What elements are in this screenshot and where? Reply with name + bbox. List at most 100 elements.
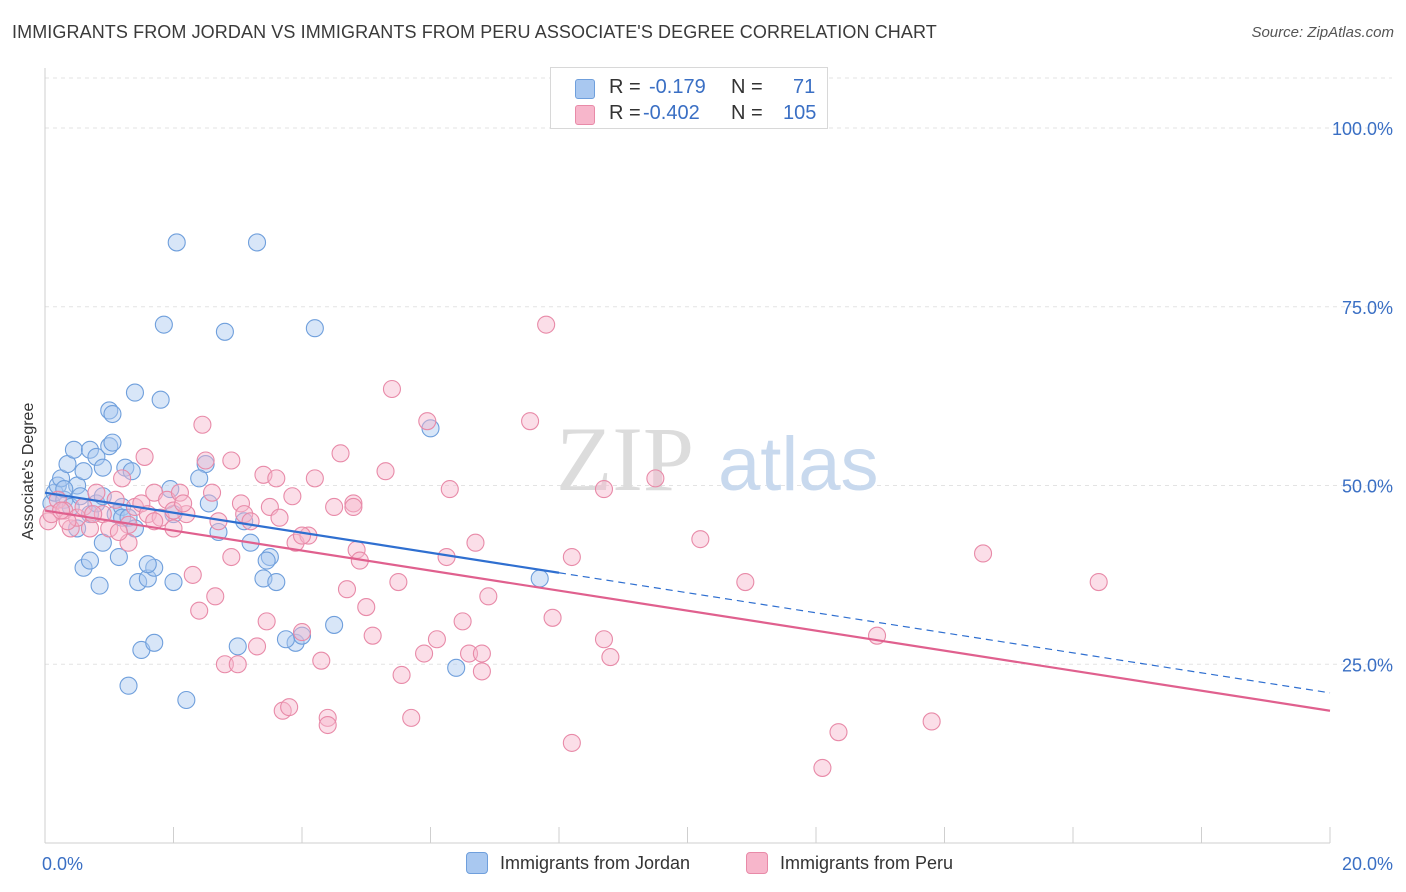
point-jordan: [138, 555, 157, 574]
point-peru: [312, 651, 331, 670]
point-peru: [292, 623, 312, 642]
point-peru: [415, 644, 434, 663]
point-peru: [543, 608, 562, 627]
point-jordan: [74, 558, 93, 577]
point-peru: [440, 480, 459, 499]
point-peru: [562, 733, 581, 752]
stats-n-label: N =: [731, 102, 763, 124]
point-peru: [562, 547, 581, 567]
point-peru: [325, 497, 344, 517]
point-peru: [135, 447, 154, 466]
watermark-atlas: atlas: [718, 422, 879, 507]
point-peru: [453, 612, 472, 631]
point-peru: [521, 412, 540, 431]
point-jordan: [247, 233, 267, 252]
point-jordan: [80, 551, 100, 570]
point-peru: [193, 415, 212, 434]
point-peru: [183, 565, 202, 584]
legend-swatch-jordan: [466, 852, 488, 874]
point-peru: [283, 487, 302, 506]
point-peru: [145, 512, 164, 531]
point-peru: [691, 530, 710, 549]
point-jordan: [100, 401, 119, 420]
y-tick-label: 25.0%: [1342, 655, 1393, 675]
point-jordan: [530, 569, 549, 588]
point-peru: [479, 587, 498, 606]
stats-r-value-peru: -0.402: [643, 102, 700, 124]
point-peru: [813, 758, 832, 777]
watermark-zip: ZIP: [556, 408, 694, 510]
stats-n-value-jordan: 71: [793, 76, 816, 98]
point-jordan: [87, 447, 106, 466]
point-peru: [973, 544, 993, 563]
point-peru: [231, 494, 251, 513]
point-peru: [270, 508, 289, 527]
point-peru: [537, 315, 556, 334]
point-peru: [376, 462, 395, 481]
point-peru: [382, 379, 402, 399]
point-peru: [427, 630, 446, 649]
point-jordan: [199, 494, 218, 513]
point-jordan: [103, 433, 122, 452]
y-tick-label: 50.0%: [1342, 477, 1393, 497]
point-peru: [646, 469, 665, 488]
point-peru: [402, 708, 421, 727]
point-jordan: [129, 572, 148, 592]
point-jordan: [74, 462, 93, 481]
point-peru: [418, 412, 437, 431]
trend-lines: [44, 491, 1331, 712]
point-jordan: [80, 440, 100, 459]
point-peru: [363, 626, 382, 645]
point-peru: [241, 512, 260, 531]
point-peru: [267, 469, 286, 488]
point-jordan: [64, 440, 83, 459]
point-peru: [228, 655, 247, 674]
point-peru: [829, 723, 848, 742]
x-tick-label-max: 20.0%: [1342, 854, 1393, 874]
point-jordan: [138, 569, 157, 588]
stats-swatch-peru: [575, 105, 595, 125]
point-jordan: [164, 572, 183, 592]
stats-r-value-jordan: -0.179: [649, 76, 706, 98]
point-peru: [206, 587, 225, 606]
series-jordan-points: [42, 233, 549, 710]
stats-n-value-peru: 105: [783, 102, 817, 124]
point-peru: [106, 490, 125, 509]
source-label: Source: ZipAtlas.com: [1251, 24, 1394, 41]
point-peru: [601, 648, 620, 667]
point-peru: [52, 501, 71, 520]
point-peru: [922, 712, 941, 731]
legend-item-jordan[interactable]: Immigrants from Jordan: [466, 852, 690, 874]
point-jordan: [122, 462, 141, 481]
legend-swatch-peru: [746, 852, 768, 874]
point-jordan: [100, 437, 119, 456]
point-peru: [392, 665, 411, 685]
point-peru: [292, 526, 312, 545]
point-peru: [318, 708, 337, 727]
point-peru: [203, 483, 222, 502]
point-peru: [164, 519, 183, 538]
point-peru: [80, 519, 100, 538]
point-peru: [389, 572, 408, 592]
point-jordan: [228, 637, 247, 656]
point-peru: [594, 480, 614, 499]
stats-n-label: N =: [731, 76, 763, 98]
point-peru: [594, 630, 614, 649]
point-peru: [257, 612, 276, 631]
point-peru: [280, 698, 299, 717]
point-peru: [109, 522, 128, 542]
point-jordan: [90, 576, 109, 595]
stats-row-jordan: R = -0.179 N = 71: [551, 76, 827, 102]
point-jordan: [167, 233, 186, 252]
point-jordan: [215, 322, 234, 341]
x-tick-label-min: 0.0%: [42, 854, 83, 874]
point-peru: [305, 469, 324, 488]
trend-line-jordan-extrapolated: [558, 572, 1331, 694]
trend-line-peru: [44, 509, 1331, 712]
chart-title: IMMIGRANTS FROM JORDAN VS IMMIGRANTS FRO…: [12, 22, 937, 42]
stats-r-label: R =: [609, 76, 641, 98]
point-jordan: [286, 633, 305, 652]
legend-item-peru[interactable]: Immigrants from Peru: [746, 852, 953, 874]
y-tick-label: 75.0%: [1342, 298, 1393, 318]
